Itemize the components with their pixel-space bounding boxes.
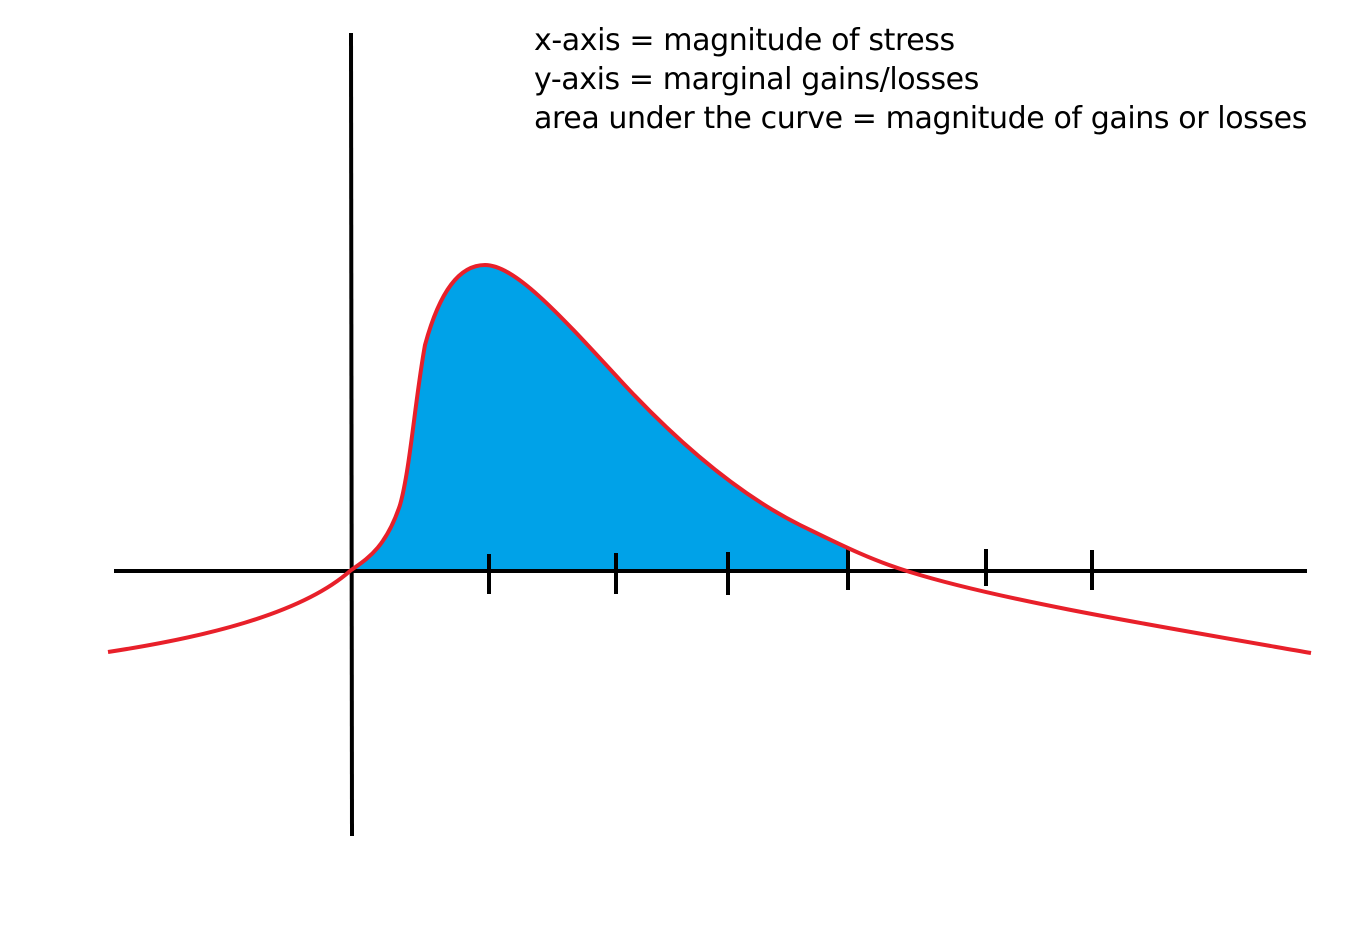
x-axis-note: x-axis = magnitude of stress [534,23,955,58]
area-note: area under the curve = magnitude of gain… [534,101,1307,136]
y-axis-note: y-axis = marginal gains/losses [534,62,979,97]
y-axis [349,32,354,837]
response-curve [107,262,1312,655]
area-under-curve [350,265,848,571]
